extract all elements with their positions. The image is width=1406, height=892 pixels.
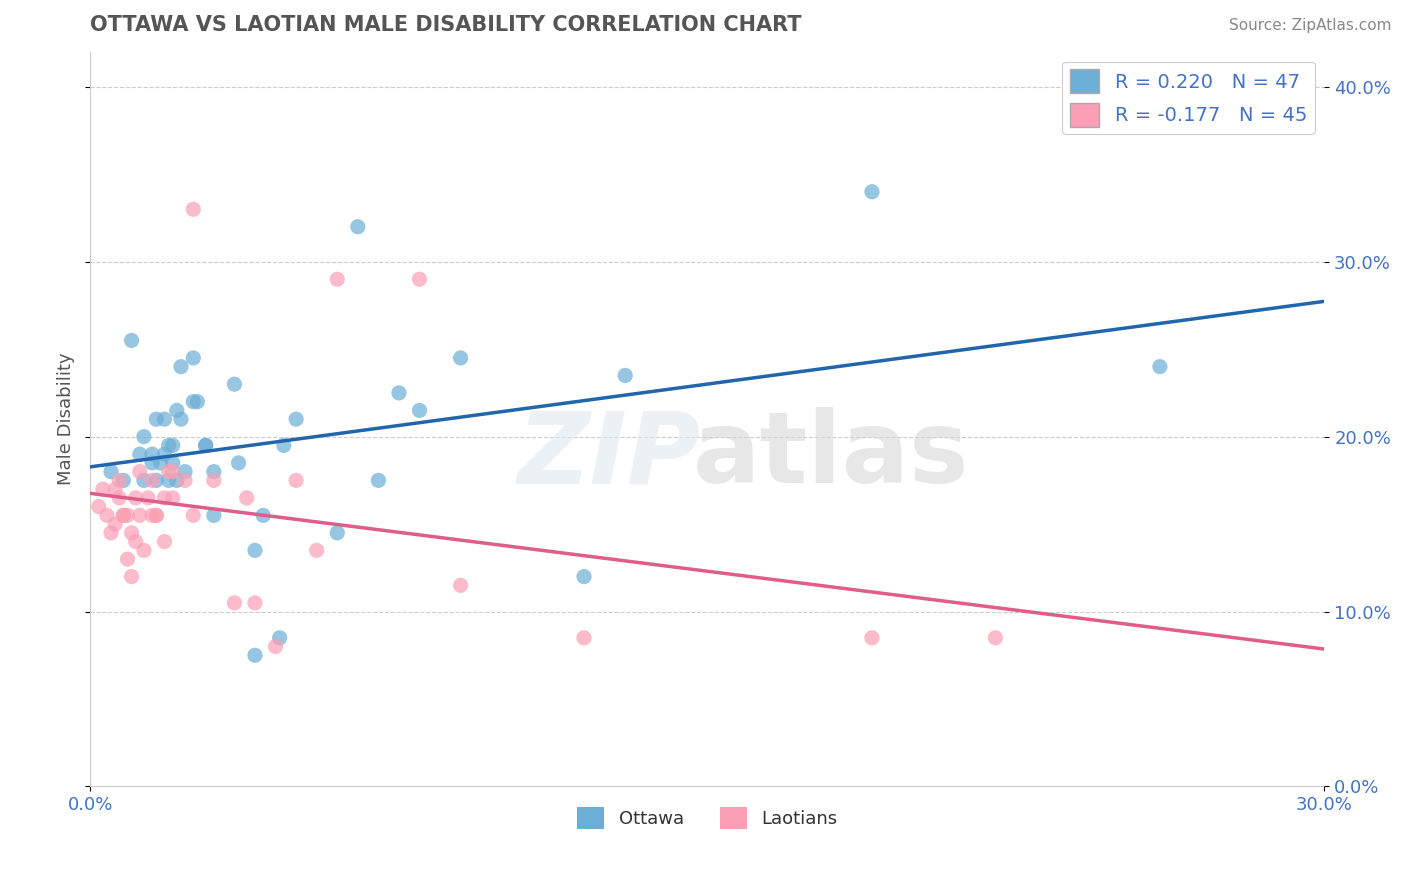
Point (252, 508, 274, 523)
Point (224, 596, 246, 610)
Point (1149, 359, 1171, 374)
Point (96, 508, 118, 523)
Point (125, 491, 148, 505)
Point (132, 430, 155, 444)
Legend: Ottawa, Laotians: Ottawa, Laotians (569, 800, 845, 836)
Point (450, 578, 472, 592)
Point (149, 456, 172, 470)
Point (367, 474, 389, 488)
Point (228, 456, 250, 470)
Point (125, 534, 148, 549)
Point (153, 534, 176, 549)
Point (145, 508, 167, 523)
Point (326, 525, 349, 540)
Point (194, 438, 217, 452)
Point (128, 447, 150, 461)
Point (108, 474, 131, 488)
Point (104, 482, 127, 496)
Point (450, 351, 472, 365)
Point (285, 474, 308, 488)
Point (121, 525, 143, 540)
Point (984, 631, 1007, 645)
Point (132, 474, 155, 488)
Point (181, 508, 204, 523)
Point (157, 465, 180, 479)
Point (112, 508, 135, 523)
Y-axis label: Male Disability: Male Disability (58, 353, 75, 485)
Point (162, 491, 184, 505)
Point (269, 631, 291, 645)
Point (236, 491, 259, 505)
Point (572, 631, 595, 645)
Point (388, 385, 411, 400)
Point (121, 334, 143, 348)
Point (153, 412, 176, 426)
Point (104, 517, 127, 532)
Point (128, 508, 150, 523)
Point (153, 447, 176, 461)
Text: ZIP: ZIP (517, 408, 700, 504)
Point (170, 412, 193, 426)
Point (346, 219, 368, 234)
Point (305, 543, 328, 558)
Point (572, 569, 595, 583)
Point (132, 543, 155, 558)
Point (194, 438, 217, 452)
Point (100, 465, 122, 479)
Point (166, 474, 188, 488)
Point (264, 640, 287, 654)
Point (170, 359, 193, 374)
Point (202, 474, 225, 488)
Point (112, 474, 135, 488)
Point (243, 648, 266, 663)
Point (100, 525, 122, 540)
Point (145, 474, 167, 488)
Point (181, 394, 204, 409)
Point (614, 368, 637, 383)
Point (408, 403, 430, 417)
Point (157, 438, 180, 452)
Point (87, 500, 110, 514)
Text: Source: ZipAtlas.com: Source: ZipAtlas.com (1229, 18, 1392, 33)
Point (181, 351, 204, 365)
Point (117, 552, 139, 566)
Point (121, 569, 143, 583)
Point (243, 543, 266, 558)
Point (91, 482, 114, 496)
Point (202, 465, 225, 479)
Point (145, 508, 167, 523)
Point (408, 272, 430, 286)
Text: atlas: atlas (693, 408, 969, 504)
Point (326, 272, 349, 286)
Point (285, 412, 308, 426)
Point (112, 508, 135, 523)
Point (202, 508, 225, 523)
Point (157, 474, 180, 488)
Point (141, 508, 163, 523)
Point (186, 394, 208, 409)
Point (162, 465, 184, 479)
Point (224, 377, 246, 392)
Point (162, 456, 184, 470)
Point (181, 202, 204, 217)
Point (162, 438, 184, 452)
Point (141, 447, 163, 461)
Point (141, 474, 163, 488)
Point (128, 465, 150, 479)
Point (174, 465, 197, 479)
Point (174, 474, 197, 488)
Point (166, 403, 188, 417)
Point (860, 631, 883, 645)
Point (136, 491, 159, 505)
Point (273, 438, 295, 452)
Point (860, 185, 883, 199)
Point (145, 412, 167, 426)
Point (243, 596, 266, 610)
Point (153, 491, 176, 505)
Point (117, 508, 139, 523)
Point (108, 491, 131, 505)
Text: OTTAWA VS LAOTIAN MALE DISABILITY CORRELATION CHART: OTTAWA VS LAOTIAN MALE DISABILITY CORREL… (90, 15, 801, 35)
Point (141, 456, 163, 470)
